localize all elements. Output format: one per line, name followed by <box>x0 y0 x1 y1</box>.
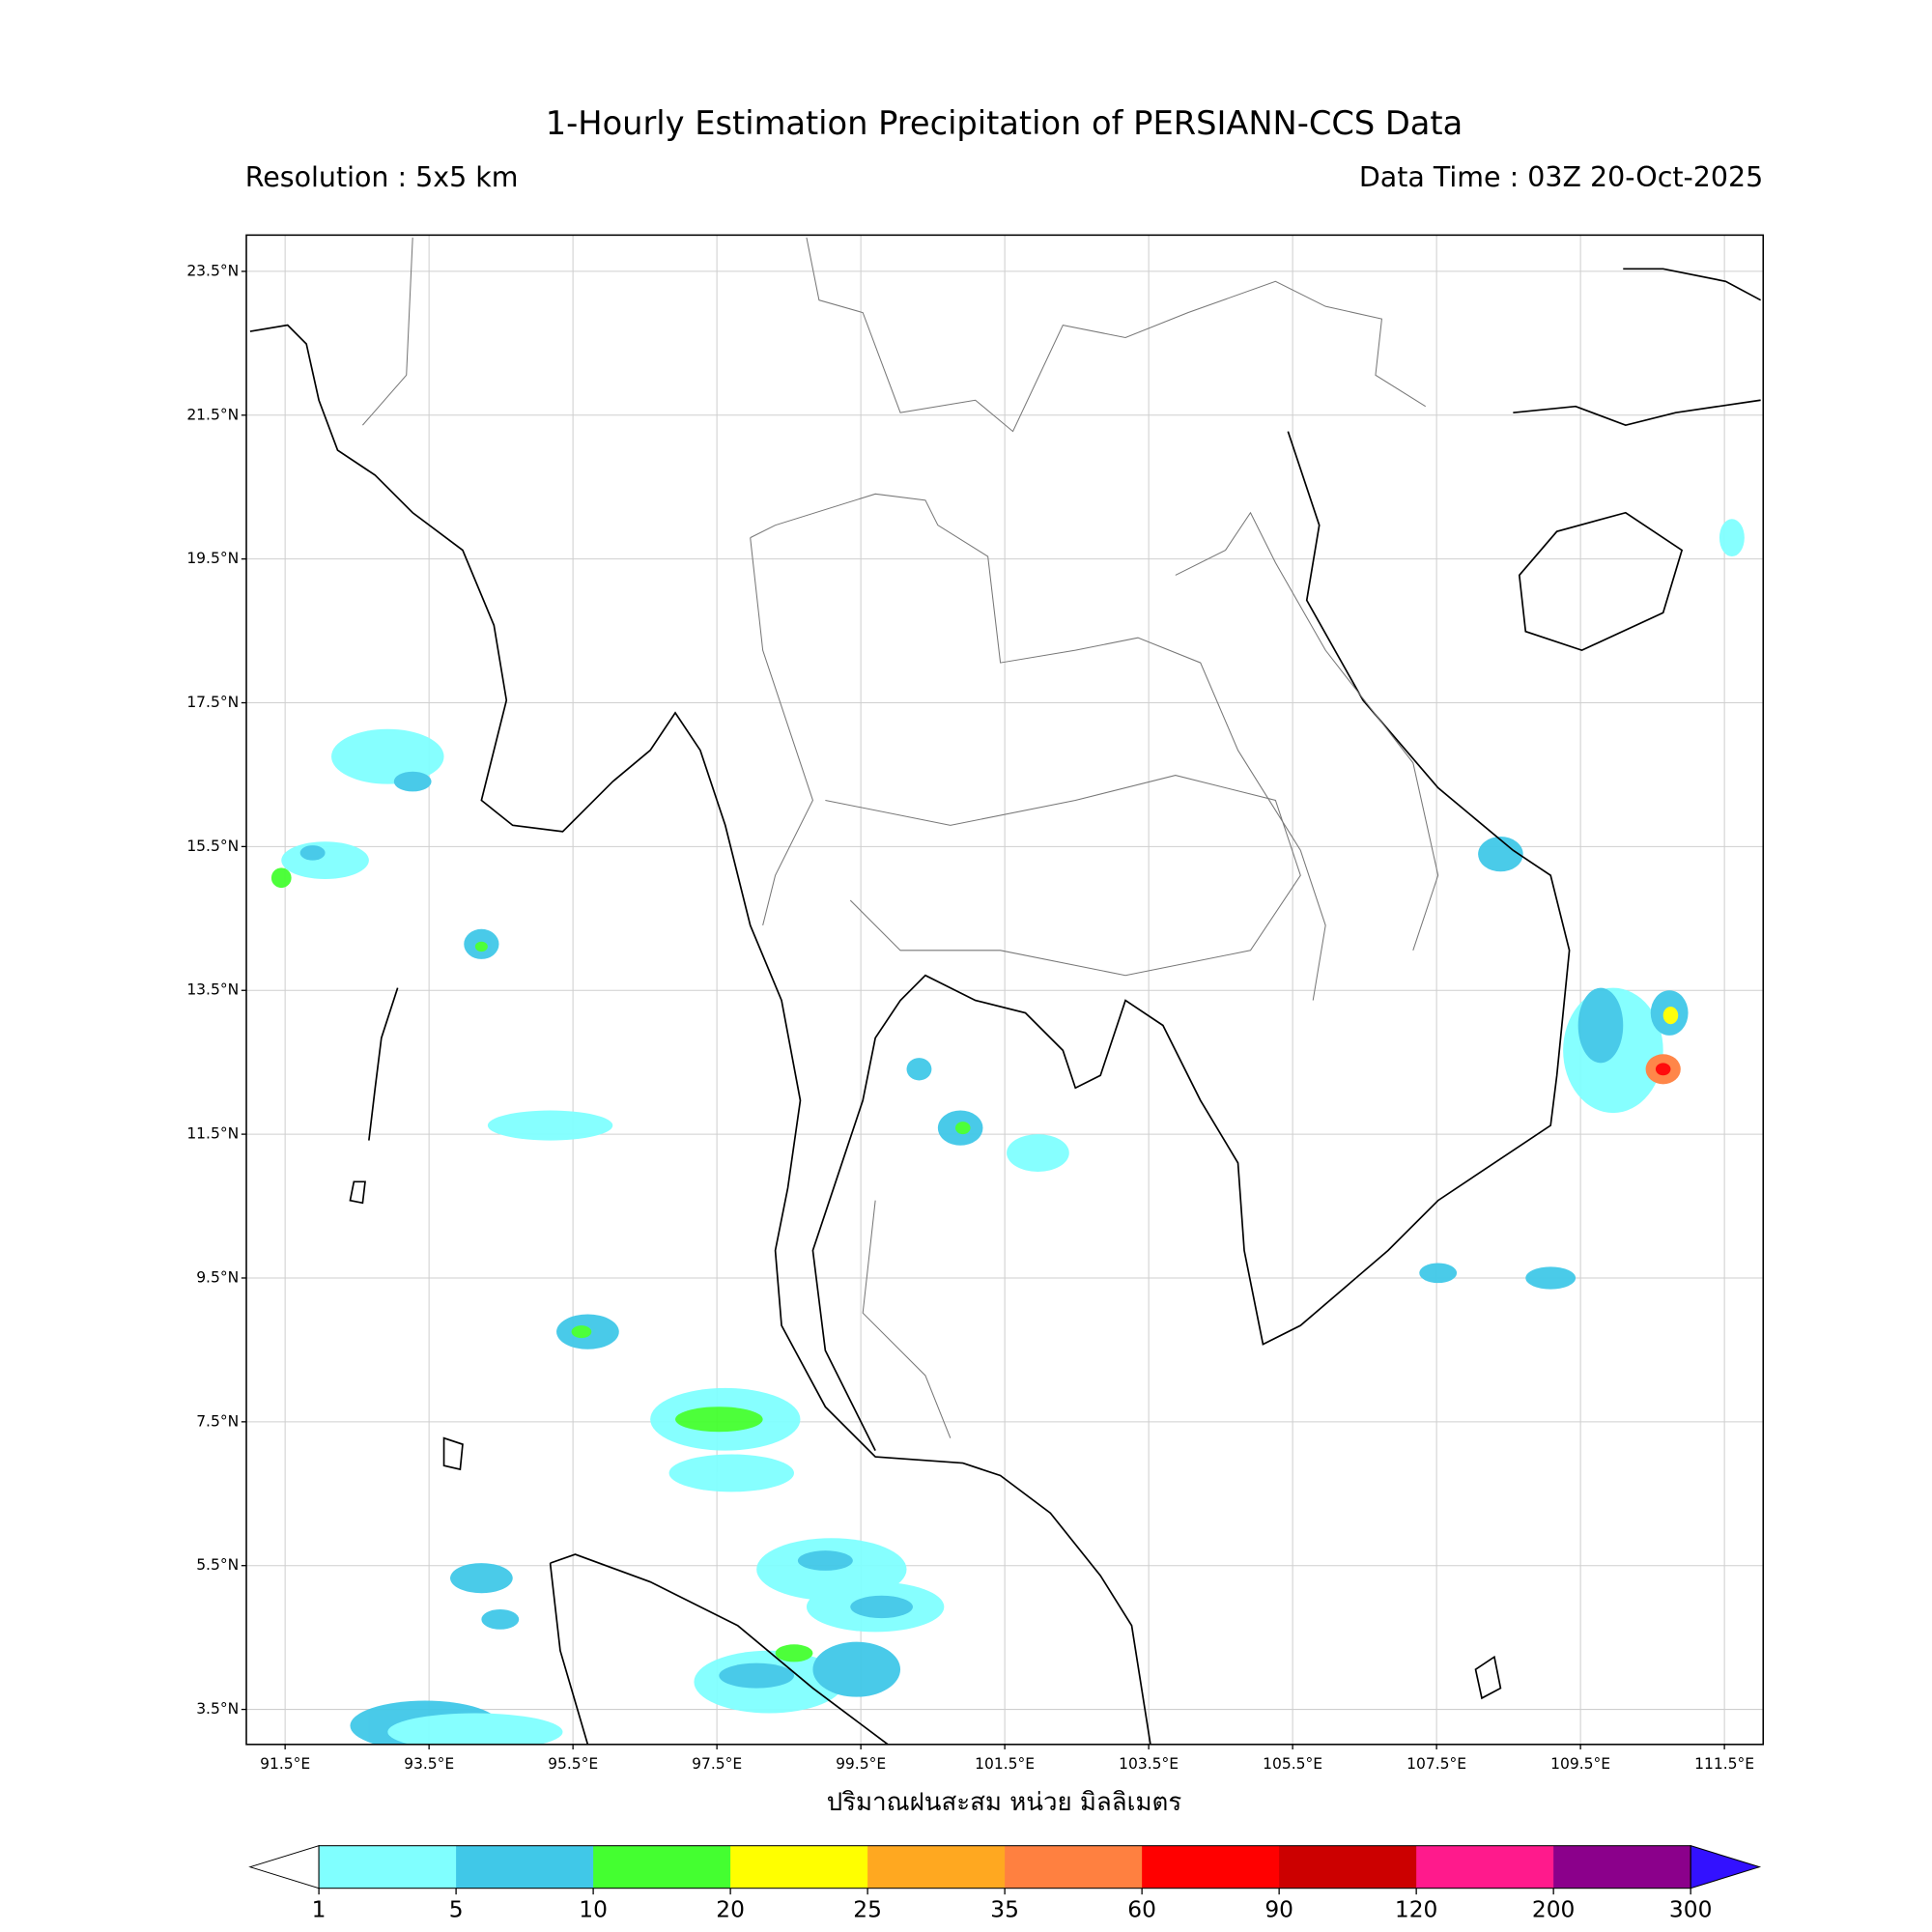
lat-tick-label: 5.5°N <box>196 1556 239 1574</box>
lat-tick-label: 11.5°N <box>186 1125 239 1143</box>
colorbar-label: 35 <box>990 1896 1019 1922</box>
colorbar-segment <box>1142 1845 1280 1889</box>
colorbar-label: 300 <box>1669 1896 1712 1922</box>
colorbar-segment <box>456 1845 594 1889</box>
colorbar-segment <box>867 1845 1006 1889</box>
colorbar-label: 200 <box>1532 1896 1575 1922</box>
lon-tick-label: 105.5°E <box>1263 1755 1322 1773</box>
lat-tick-label: 17.5°N <box>186 694 239 711</box>
colorbar-segment <box>593 1845 731 1889</box>
lon-tick-label: 91.5°E <box>260 1755 310 1773</box>
borders <box>362 237 1439 1438</box>
lon-tick-label: 95.5°E <box>548 1755 598 1773</box>
lat-tick-label: 9.5°N <box>196 1268 239 1286</box>
ticks: 91.5°E 93.5°E 95.5°E 97.5°E 99.5°E 101.5°E 103… <box>186 262 1754 1773</box>
colorbar-segment <box>1005 1845 1143 1889</box>
colorbar-label: 1 <box>312 1896 327 1922</box>
colorbar-segment <box>1553 1845 1691 1889</box>
precipitation <box>270 519 1745 1745</box>
lat-tick-label: 23.5°N <box>186 262 239 279</box>
lon-tick-label: 93.5°E <box>404 1755 454 1773</box>
lat-tick-label: 13.5°N <box>186 981 239 999</box>
colorbar-label: 90 <box>1264 1896 1293 1922</box>
lon-tick-label: 107.5°E <box>1406 1755 1466 1773</box>
grid <box>246 235 1764 1745</box>
lon-tick-label: 103.5°E <box>1119 1755 1179 1773</box>
title: 1-Hourly Estimation Precipitation of PER… <box>546 104 1463 142</box>
colorbar-segment <box>1279 1845 1417 1889</box>
map-layer <box>249 237 1762 1745</box>
lon-tick-label: 111.5°E <box>1694 1755 1754 1773</box>
colorbar-segment <box>1416 1845 1554 1889</box>
x-axis-label: ปริมาณฝนสะสม หน่วย มิลลิเมตร <box>827 1788 1182 1817</box>
colorbar-label: 20 <box>716 1896 745 1922</box>
resolution: Resolution : 5x5 km <box>245 161 519 193</box>
coastlines <box>249 268 1762 1745</box>
lon-tick-label: 101.5°E <box>975 1755 1035 1773</box>
lat-tick-label: 21.5°N <box>186 406 239 423</box>
colorbar-segment <box>730 1845 868 1889</box>
colorbar-label: 120 <box>1395 1896 1437 1922</box>
lon-tick-label: 109.5°E <box>1550 1755 1610 1773</box>
colorbar-label: 5 <box>449 1896 464 1922</box>
colorbar: 1 5 10 20 25 35 60 90 120 200 300 <box>248 1844 1762 1922</box>
lon-tick-label: 97.5°E <box>692 1755 742 1773</box>
lat-tick-label: 19.5°N <box>186 550 239 567</box>
colorbar-label: 25 <box>853 1896 882 1922</box>
lat-tick-label: 15.5°N <box>186 838 239 855</box>
data-time: Data Time : 03Z 20-Oct-2025 <box>1359 161 1763 193</box>
lon-tick-label: 99.5°E <box>836 1755 886 1773</box>
lat-tick-label: 7.5°N <box>196 1412 239 1430</box>
colorbar-segment <box>319 1845 457 1889</box>
colorbar-label: 60 <box>1127 1896 1156 1922</box>
colorbar-label: 10 <box>579 1896 608 1922</box>
lat-tick-label: 3.5°N <box>196 1700 239 1718</box>
